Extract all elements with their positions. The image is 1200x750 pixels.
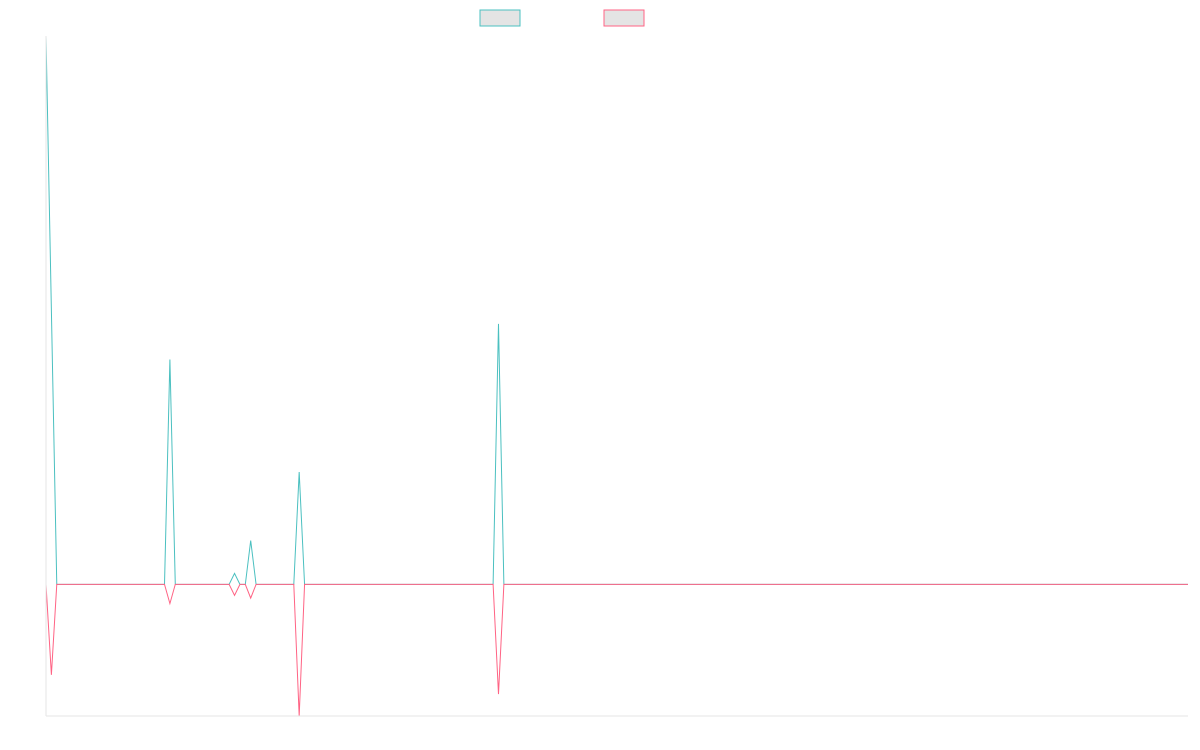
series-line-2	[45, 583, 1188, 717]
plot-area	[45, 35, 1188, 717]
axes	[45, 36, 1188, 717]
legend-item-2[interactable]	[603, 9, 645, 27]
legend-swatch-1	[479, 9, 521, 27]
series-line-1	[45, 35, 1188, 585]
legend-swatch-2	[603, 9, 645, 27]
legend-item-1[interactable]	[479, 9, 521, 27]
legend	[479, 9, 645, 27]
